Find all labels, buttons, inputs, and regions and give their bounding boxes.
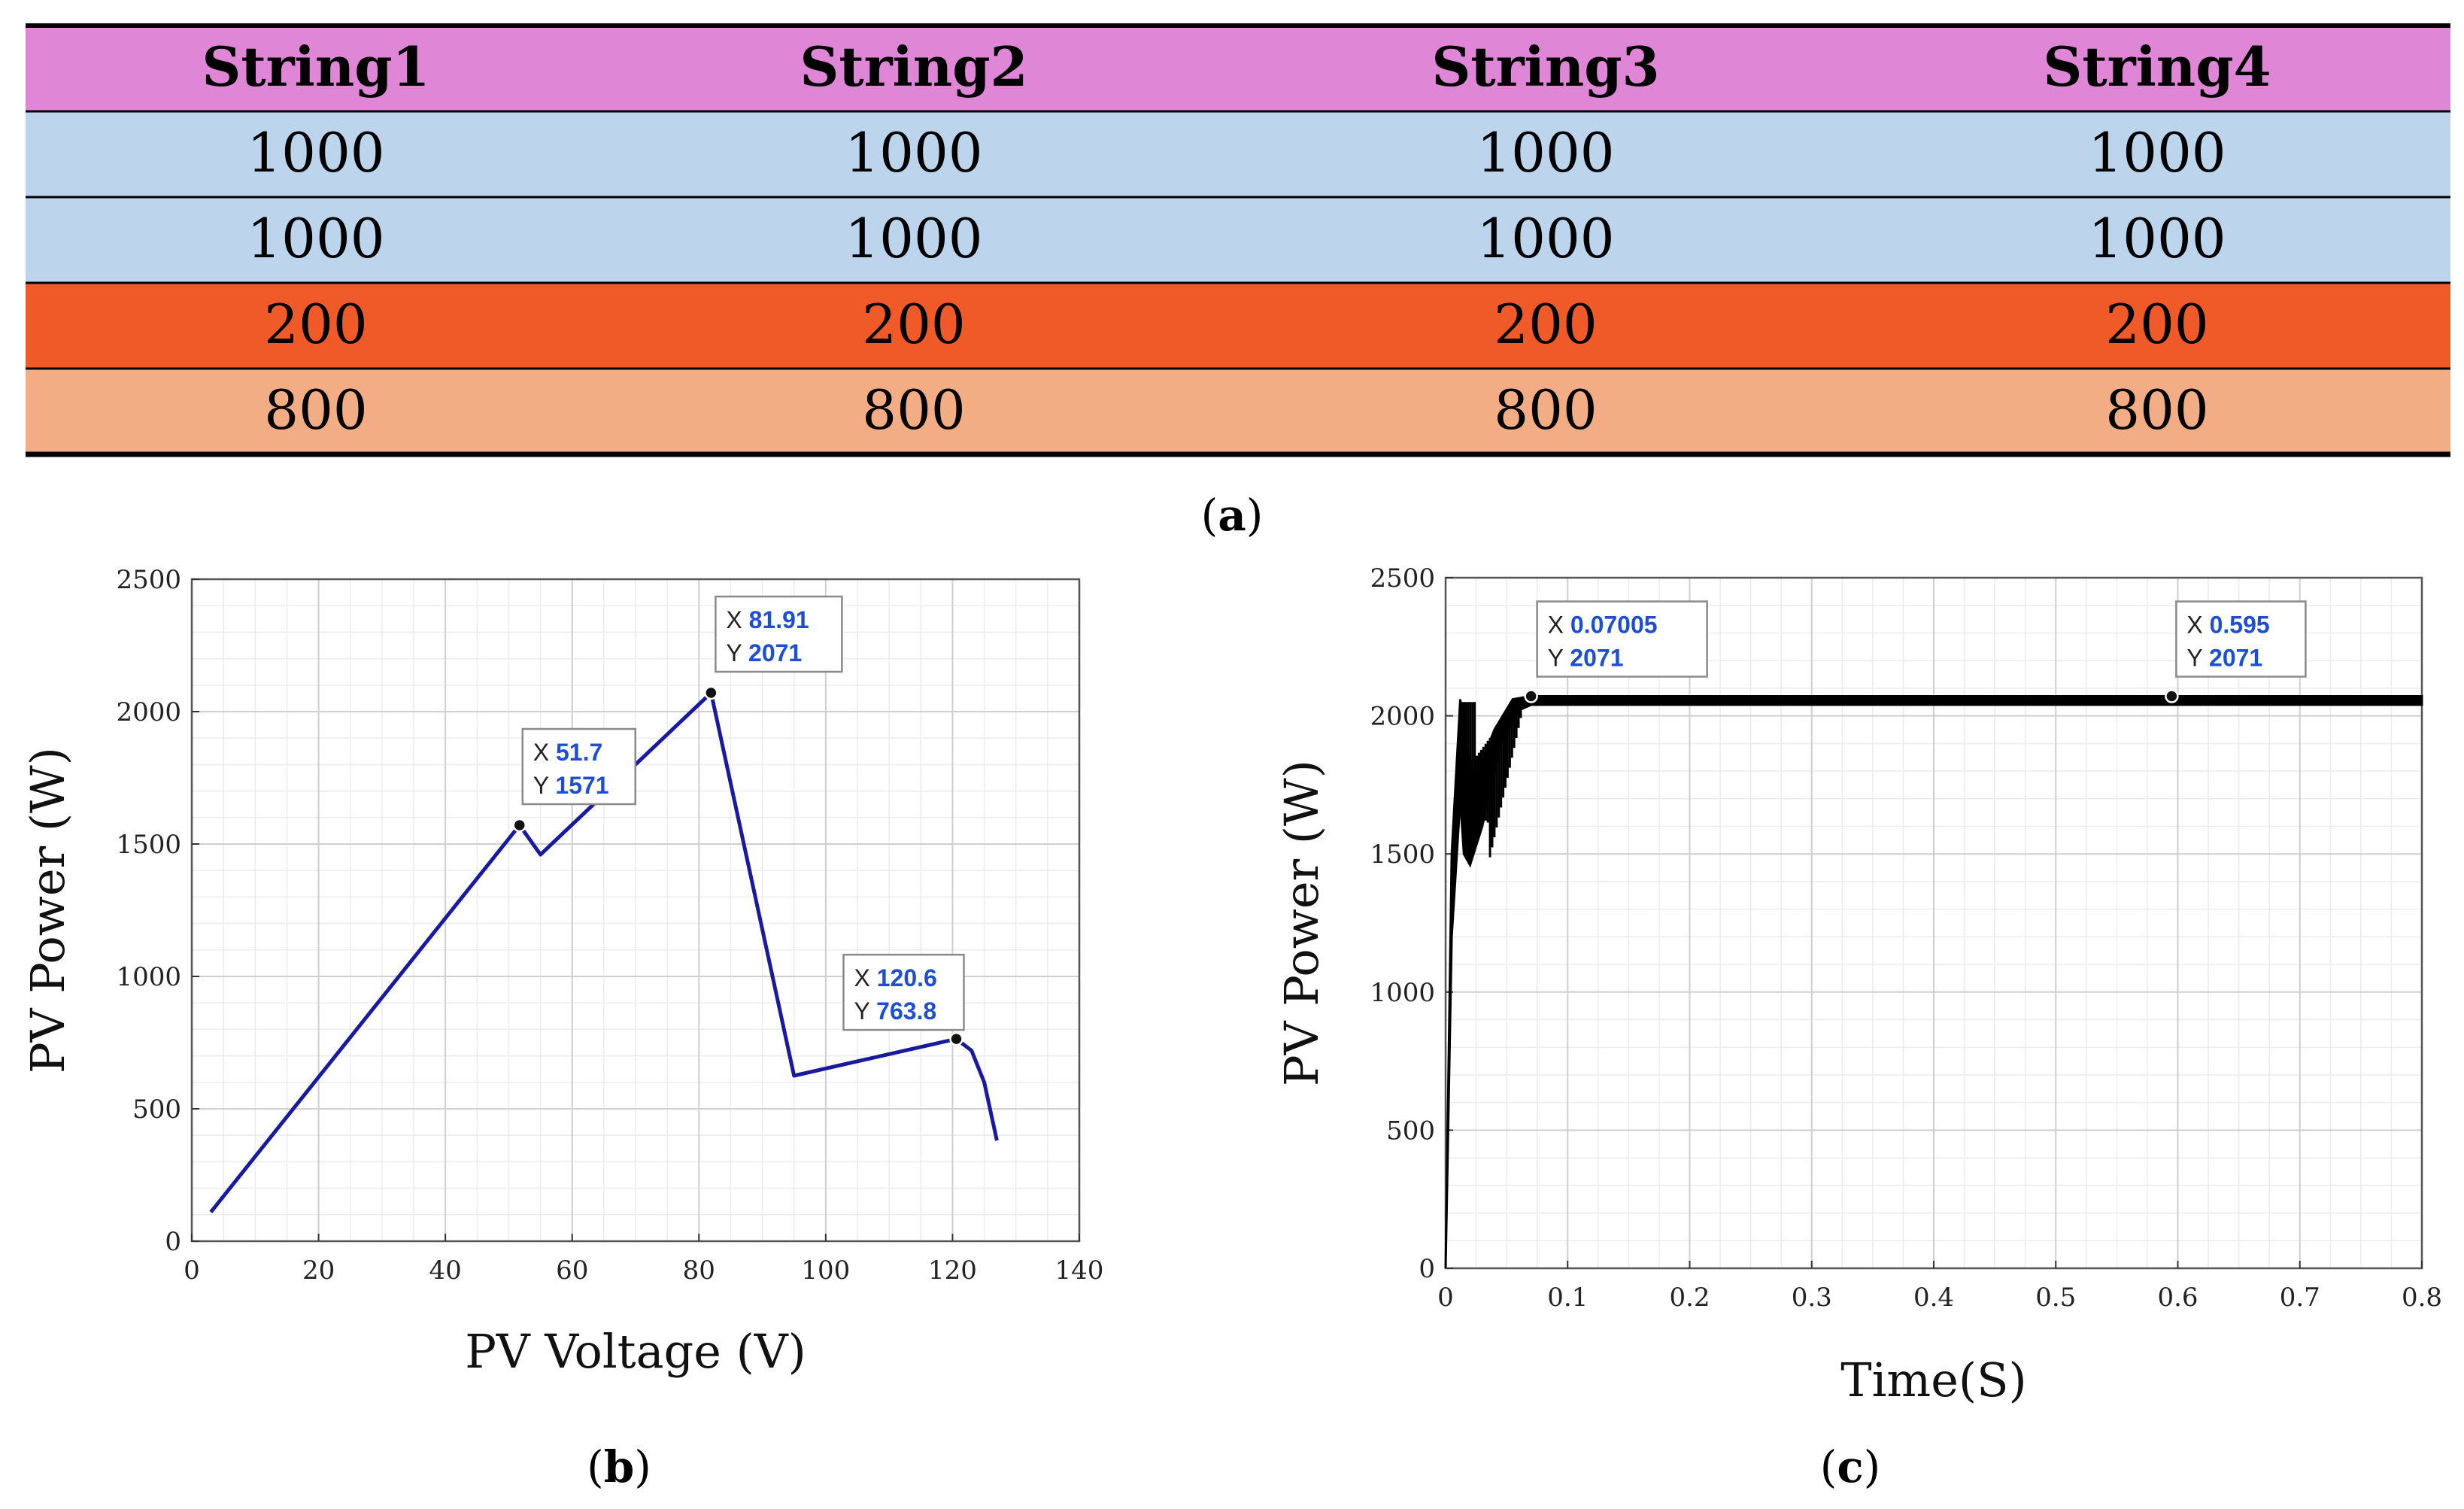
- table-cell: 800: [862, 378, 965, 442]
- irradiance-table: String1 String2 String3 String4 1000 1000 1000…: [26, 23, 2450, 457]
- table-cell: 1000: [247, 121, 384, 184]
- datatip-y: Y 2071: [2186, 645, 2262, 672]
- x-tick-label: 0.5: [2035, 1283, 2076, 1313]
- table-row: [26, 111, 2450, 197]
- x-tick-label: 100: [801, 1255, 850, 1286]
- caption-b: (b): [587, 1441, 651, 1492]
- y-tick-label: 2000: [116, 697, 181, 727]
- table-cell: 1000: [845, 207, 982, 270]
- table-cell: 800: [1494, 378, 1597, 442]
- datatip-x: X 120.6: [854, 964, 936, 991]
- table-cell: 800: [2105, 378, 2208, 442]
- x-tick-label: 0.8: [2402, 1283, 2442, 1313]
- pv-curve-chart: 0 20 40 60 80 100 120 140 0 500 1000 1500 2000 2500 PV…: [20, 565, 1103, 1379]
- datatip-marker: [704, 685, 718, 700]
- table-cell: 800: [264, 378, 367, 442]
- caption-c: (c): [1820, 1441, 1881, 1492]
- x-tick-label: 20: [302, 1255, 335, 1286]
- x-axis-label: PV Voltage (V): [465, 1324, 806, 1379]
- table-cell: 200: [862, 293, 965, 356]
- datatip-x: X 0.595: [2186, 612, 2269, 639]
- x-tick-label: 0.2: [1669, 1283, 1710, 1313]
- x-axis-label: Time(S): [1840, 1353, 2027, 1407]
- y-tick-label: 1500: [1370, 840, 1435, 870]
- x-tick-label: 140: [1055, 1255, 1104, 1286]
- datatip-marker: [512, 818, 527, 833]
- y-tick-label: 2000: [1370, 702, 1435, 732]
- x-tick-label: 80: [683, 1255, 715, 1286]
- y-tick-label: 1000: [1370, 978, 1435, 1008]
- y-tick-label: 2500: [116, 565, 181, 595]
- table-cell: 200: [1494, 293, 1597, 356]
- datatip-x: X 0.07005: [1548, 612, 1658, 639]
- datatip-marker: [2165, 689, 2179, 703]
- y-tick-label: 0: [165, 1227, 181, 1257]
- table-header-cell: String1: [202, 35, 429, 99]
- datatip-box: [1536, 600, 1708, 678]
- x-tick-label: 0.7: [2280, 1283, 2320, 1313]
- table-cell: 1000: [247, 207, 384, 270]
- table-cell: 1000: [2088, 121, 2226, 184]
- y-axis-label: PV Power (W): [20, 747, 75, 1073]
- table-cell: 200: [2105, 293, 2208, 356]
- table-cell: 1000: [1476, 121, 1614, 184]
- table-row: [26, 283, 2450, 369]
- pv-curve-line: [209, 691, 999, 1213]
- datatip-box: [842, 953, 965, 1031]
- x-tick-label: 60: [556, 1255, 588, 1286]
- x-tick-label: 0.3: [1792, 1283, 1832, 1313]
- table-header-row: [26, 26, 2450, 111]
- caption-a: (a): [1201, 490, 1264, 541]
- table-cell: 1000: [1476, 207, 1614, 270]
- x-tick-label: 120: [928, 1255, 977, 1286]
- table-row: [26, 197, 2450, 283]
- axes-frame: [190, 578, 1081, 1243]
- table-header-cell: String2: [800, 35, 1027, 99]
- time-power-chart: 0 0.1 0.2 0.3 0.4 0.5 0.6 0.7 0.8 0 500 1000 1500 200…: [1274, 563, 2442, 1407]
- datatip-x: X 81.91: [726, 606, 809, 633]
- datatip-marker: [1524, 689, 1538, 703]
- datatip-y: Y 2071: [726, 639, 802, 666]
- y-tick-label: 2500: [1370, 563, 1435, 594]
- datatip-box: [2175, 600, 2307, 678]
- table-row: [26, 369, 2450, 454]
- y-tick-label: 0: [1419, 1254, 1435, 1284]
- y-tick-label: 1000: [116, 962, 181, 992]
- y-axis-label: PV Power (W): [1274, 760, 1329, 1086]
- x-tick-label: 0: [184, 1255, 200, 1286]
- table-header-cell: String3: [1431, 35, 1659, 99]
- y-tick-label: 500: [1386, 1116, 1435, 1146]
- datatip-box: [715, 595, 843, 673]
- x-tick-label: 0.6: [2157, 1283, 2198, 1313]
- table-cell: 200: [264, 293, 367, 356]
- datatip-box: [521, 727, 637, 806]
- table-header-cell: String4: [2043, 35, 2271, 99]
- x-tick-label: 40: [429, 1255, 462, 1286]
- x-tick-label: 0.1: [1547, 1283, 1588, 1313]
- y-tick-label: 500: [132, 1095, 181, 1125]
- datatip-y: Y 2071: [1548, 645, 1624, 672]
- datatip-marker: [949, 1031, 963, 1046]
- datatip-y: Y 763.8: [854, 997, 936, 1025]
- y-tick-label: 1500: [116, 830, 181, 860]
- table-cell: 1000: [845, 121, 982, 184]
- datatip-y: Y 1571: [533, 772, 609, 799]
- table-cell: 1000: [2088, 207, 2226, 270]
- x-tick-label: 0.4: [1913, 1283, 1954, 1313]
- x-tick-label: 0: [1437, 1283, 1454, 1313]
- datatip-x: X 51.7: [533, 739, 603, 766]
